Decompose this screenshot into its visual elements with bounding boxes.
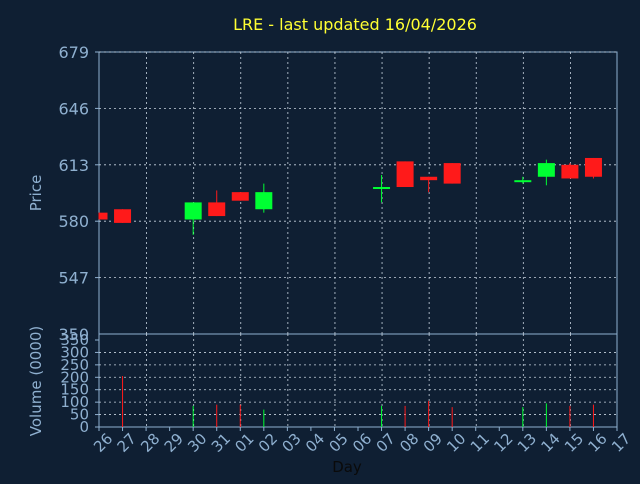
price-tick-label: 547 [58, 269, 89, 288]
x-tick-label: 29 [161, 430, 187, 456]
volume-axis-label: Volume (0000) [27, 326, 45, 436]
volume-tick-label: 200 [60, 368, 89, 386]
price-axis-label: Price [27, 175, 45, 212]
x-tick-label: 27 [114, 430, 140, 456]
volume-tick-label: 150 [60, 381, 89, 399]
candle-body [396, 161, 414, 188]
x-tick-label: 02 [255, 430, 281, 456]
x-tick-label: 08 [396, 430, 422, 456]
x-tick-label: 13 [514, 430, 540, 456]
price-tick-label: 646 [58, 99, 89, 118]
x-tick-label: 01 [231, 430, 257, 456]
x-tick-label: 05 [326, 430, 352, 456]
candle-body [184, 202, 202, 220]
x-tick-label: 15 [561, 430, 587, 456]
candle-body [373, 187, 391, 190]
x-tick-label: 04 [302, 430, 328, 456]
volume-tick-label: 350 [60, 331, 89, 349]
x-tick-label: 16 [585, 430, 611, 456]
price-panel-frame [98, 51, 618, 335]
x-tick-label: 06 [349, 430, 375, 456]
candle-body [584, 157, 602, 177]
tick-layer: 6796466135805473503503002502001501005002… [58, 43, 634, 456]
candle-body [420, 176, 438, 181]
x-tick-label: 10 [443, 430, 469, 456]
x-tick-label: 11 [467, 430, 493, 456]
candle-body [514, 180, 532, 183]
candle-body [231, 192, 249, 201]
volume-tick-label: 250 [60, 356, 89, 374]
x-tick-label: 09 [420, 430, 446, 456]
x-tick-label: 30 [184, 430, 210, 456]
price-tick-label: 580 [58, 212, 89, 231]
x-axis-label: Day [332, 458, 362, 476]
candle-body [99, 212, 108, 220]
x-tick-label: 12 [490, 430, 516, 456]
candle-body [537, 163, 555, 177]
chart-title: LRE - last updated 16/04/2026 [233, 15, 477, 34]
volume-panel-frame [98, 333, 618, 428]
candle-body [443, 163, 461, 184]
candle-body [208, 202, 226, 217]
candle-body [255, 192, 273, 210]
x-tick-label: 31 [208, 430, 234, 456]
price-tick-label: 350 [58, 325, 89, 344]
x-tick-label: 28 [137, 430, 163, 456]
x-tick-label: 17 [608, 430, 634, 456]
grid-layer [98, 51, 618, 428]
volume-tick-label: 50 [70, 406, 89, 424]
volume-tick-label: 0 [79, 418, 89, 436]
x-tick-label: 26 [90, 430, 116, 456]
candle-body [114, 209, 132, 223]
volume-tick-label: 100 [60, 393, 89, 411]
price-tick-label: 679 [58, 43, 89, 62]
x-tick-label: 07 [373, 430, 399, 456]
x-tick-label: 14 [537, 430, 563, 456]
x-tick-label: 03 [278, 430, 304, 456]
marks-layer [98, 157, 602, 427]
volume-tick-label: 300 [60, 343, 89, 361]
price-tick-label: 613 [58, 156, 89, 175]
candle-body [561, 164, 579, 179]
